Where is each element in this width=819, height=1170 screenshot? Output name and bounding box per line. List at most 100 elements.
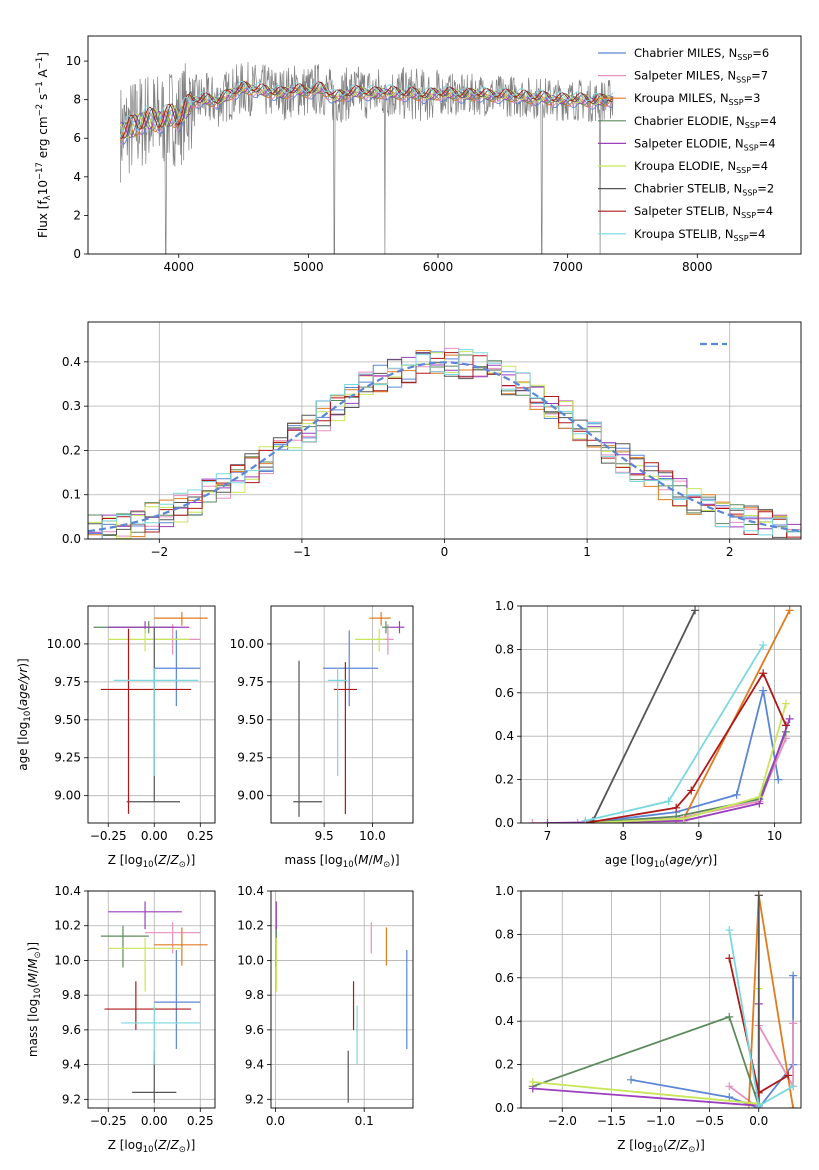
x-axis-label: mass [log10(M/M⊙)] <box>284 853 399 870</box>
legend-entry: Kroupa MILES, NSSP=3 <box>634 91 761 107</box>
weight-point-marker <box>759 641 768 650</box>
weight-series-line <box>547 718 791 823</box>
x-tick-label: 4000 <box>163 260 194 274</box>
model-spectrum-line <box>119 83 614 139</box>
y-tick-label: 0.8 <box>495 927 514 941</box>
y-tick-label: 0.6 <box>495 686 514 700</box>
y-axis-label: age [log10(age/yr)] <box>16 658 33 770</box>
x-axis-label: Z [log10(Z/Z⊙)] <box>108 853 196 870</box>
weight-point-marker <box>672 803 681 812</box>
y-axis-label: Flux [fλ10−17 erg cm−2 s−1 A−1] <box>35 52 53 238</box>
weight-series-line <box>728 929 794 1108</box>
histograms <box>88 347 801 539</box>
axes-frame <box>87 35 802 255</box>
y-tick-label: 6 <box>73 131 81 145</box>
x-tick-label: −1 <box>293 545 311 559</box>
x-tick-label: 8 <box>619 829 627 843</box>
weight-point-marker <box>687 786 696 795</box>
x-tick-label: 0.0 <box>749 1114 768 1128</box>
weight-point-marker <box>754 1101 763 1108</box>
weight-point-marker <box>627 1075 636 1084</box>
x-tick-label: 10.0 <box>359 829 386 843</box>
panel-weight-vs-Z: −2.0 −1.5 −1.0 −0.5 0.0 0.0 0.2 0.4 0.6 0.8 1.0 Z [… <box>495 884 802 1155</box>
weight-point-marker <box>543 819 552 823</box>
y-tick-label: 0.0 <box>495 1101 514 1115</box>
weight-point-marker <box>755 792 764 801</box>
y-tick-label: 0.3 <box>62 399 81 413</box>
weight-point-marker <box>664 797 673 806</box>
panel-age-vs-Z: −0.25 0.00 0.25 9.00 9.25 9.50 9.75 10.00 Z [log… <box>16 605 216 870</box>
legend-entry: Salpeter ELODIE, NSSP=4 <box>634 136 776 152</box>
y-tick-label: 2 <box>73 208 81 222</box>
x-tick-label: −1.5 <box>597 1114 626 1128</box>
weight-point-marker <box>759 669 768 678</box>
y-tick-label: 9.6 <box>245 1023 264 1037</box>
y-tick-label: 10.0 <box>237 953 264 967</box>
weight-point-marker <box>784 1071 793 1080</box>
weight-point-marker <box>781 699 790 708</box>
x-tick-label: 10 <box>767 829 782 843</box>
weight-point-marker <box>759 686 768 695</box>
y-tick-label: 9.00 <box>237 789 264 803</box>
y-tick-label: 0.4 <box>495 1014 514 1028</box>
errorbars <box>275 901 408 1103</box>
x-tick-label: −0.5 <box>695 1114 724 1128</box>
y-tick-label: 4 <box>73 170 81 184</box>
weight-point-marker <box>785 714 794 723</box>
axes-frame <box>87 605 216 824</box>
y-tick-label: 0.0 <box>62 532 81 546</box>
weight-point-marker <box>789 1082 798 1091</box>
weight-point-marker <box>725 1093 734 1102</box>
errorbars <box>293 612 405 817</box>
x-tick-label: −2.0 <box>548 1114 577 1128</box>
x-tick-label: 9.5 <box>315 829 334 843</box>
y-tick-label: 9.2 <box>245 1092 264 1106</box>
axes-frame <box>520 890 802 1109</box>
y-tick-label: 0.4 <box>62 355 81 369</box>
x-tick-label: 0.0 <box>266 1114 285 1128</box>
weight-point-marker <box>732 790 741 799</box>
legend-entry: Salpeter STELIB, NSSP=4 <box>634 204 773 220</box>
y-tick-label: 0.0 <box>495 816 514 830</box>
y-tick-label: 10.00 <box>47 637 81 651</box>
y-tick-label: 9.50 <box>237 713 264 727</box>
axes-frame <box>270 890 414 1109</box>
legend-entry: Kroupa STELIB, NSSP=4 <box>634 227 766 243</box>
x-tick-label: 7 <box>544 829 552 843</box>
weight-series-line <box>585 703 787 823</box>
y-tick-label: 0.4 <box>495 729 514 743</box>
x-axis-label: Z [log10(Z/Z⊙)] <box>108 1138 196 1155</box>
y-tick-label: 9.8 <box>245 988 264 1002</box>
weight-lines <box>528 891 798 1108</box>
y-tick-label: 9.4 <box>62 1058 81 1072</box>
x-tick-label: −0.25 <box>90 1114 127 1128</box>
weight-point-marker <box>725 954 734 963</box>
y-tick-label: 1.0 <box>495 599 514 613</box>
weight-point-marker <box>789 971 798 980</box>
x-tick-label: 7000 <box>552 260 583 274</box>
x-tick-label: 6000 <box>423 260 454 274</box>
axes-frame <box>520 605 802 824</box>
y-tick-label: 0.6 <box>495 971 514 985</box>
weight-point-marker <box>725 1012 734 1021</box>
y-tick-label: 9.6 <box>62 1023 81 1037</box>
y-tick-label: 10.00 <box>230 637 264 651</box>
panel-mass-vs-Z: −0.25 0.00 0.25 9.2 9.4 9.6 9.8 10.0 10.2 10.4 Z [… <box>26 884 216 1155</box>
x-tick-label: −0.25 <box>90 829 127 843</box>
y-tick-label: 10.2 <box>54 919 81 933</box>
x-tick-label: 5000 <box>293 260 324 274</box>
y-tick-label: 10 <box>66 54 81 68</box>
y-axis-label: mass [log10(M/M⊙)] <box>26 942 43 1057</box>
weight-point-marker <box>581 816 590 823</box>
x-axis-label: Z [log10(Z/Z⊙)] <box>617 1138 705 1155</box>
weight-point-marker <box>774 775 783 784</box>
x-axis-label: age [log10(age/yr)] <box>605 853 717 870</box>
panel-residuals: −2 −1 0 1 2 0.0 0.1 0.2 0.3 0.4 <box>62 321 802 559</box>
y-tick-label: 10.4 <box>237 884 264 898</box>
y-tick-label: 10.4 <box>54 884 81 898</box>
y-tick-label: 9.75 <box>54 675 81 689</box>
y-tick-label: 9.75 <box>237 675 264 689</box>
x-tick-label: 0.00 <box>141 829 168 843</box>
weight-point-marker <box>691 606 700 615</box>
